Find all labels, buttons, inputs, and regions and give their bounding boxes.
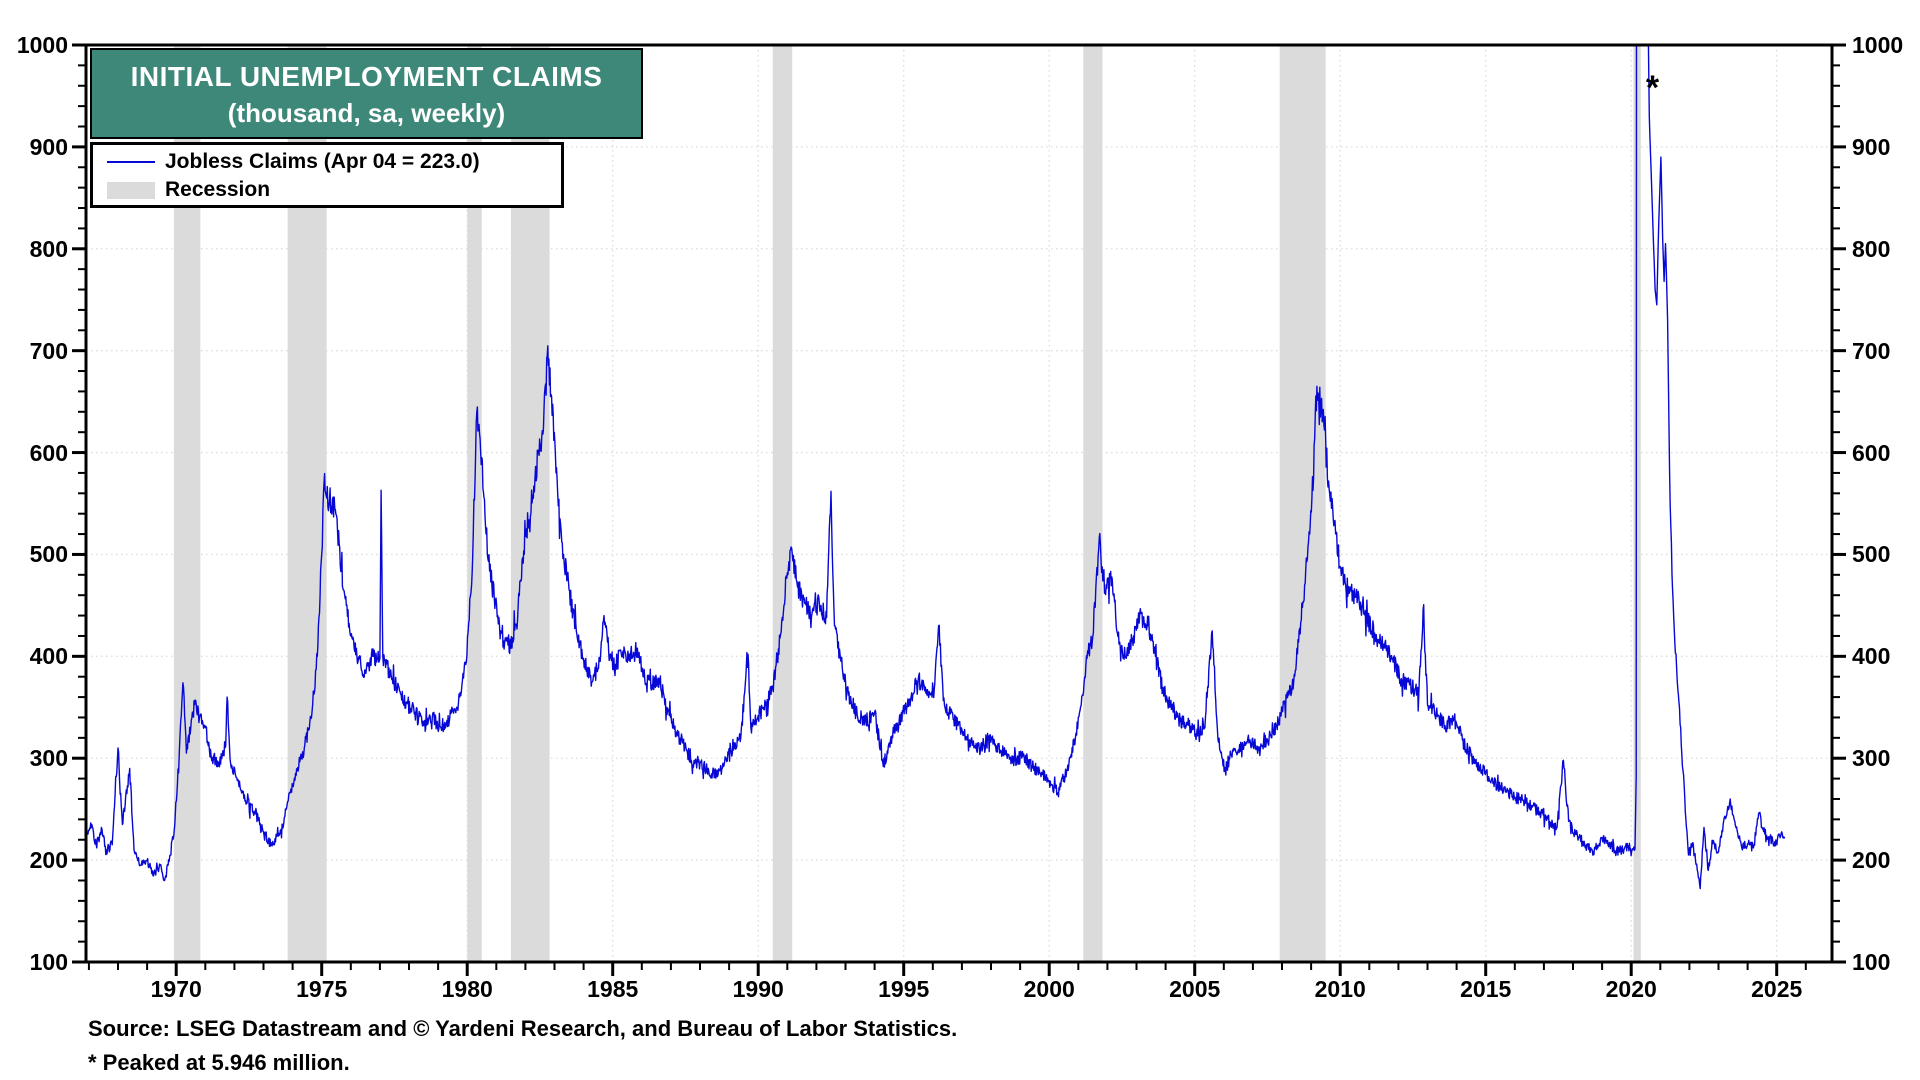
- y-axis-tick-label-right: 600: [1852, 439, 1891, 466]
- line-swatch-icon: [107, 161, 155, 163]
- y-axis-tick-label-left: 600: [29, 439, 68, 466]
- recession-band: [1083, 45, 1103, 962]
- y-axis-tick-label-left: 500: [29, 541, 68, 568]
- x-axis-tick-label: 2000: [1023, 976, 1075, 1002]
- footer: Source: LSEG Datastream and © Yardeni Re…: [88, 1012, 957, 1080]
- x-axis-tick-label: 1990: [732, 976, 784, 1002]
- y-axis-tick-label-left: 800: [29, 235, 68, 262]
- x-axis-tick-label: 2015: [1460, 976, 1512, 1002]
- recession-band: [1279, 45, 1326, 962]
- x-axis-tick-label: 2025: [1751, 976, 1803, 1002]
- x-axis-tick-label: 2020: [1605, 976, 1657, 1002]
- y-axis-tick-label-right: 300: [1852, 745, 1891, 772]
- x-axis-tick-label: 1970: [150, 976, 202, 1002]
- legend: Jobless Claims (Apr 04 = 223.0) Recessio…: [90, 142, 564, 208]
- plot-frame: [84, 43, 1834, 964]
- recession-swatch-icon: [107, 181, 155, 199]
- source-text: Source: LSEG Datastream and © Yardeni Re…: [88, 1016, 958, 1041]
- y-axis-tick-label-right: 500: [1852, 541, 1891, 568]
- y-axis-tick-label-right: 700: [1852, 337, 1891, 364]
- x-axis-tick-label: 1980: [441, 976, 493, 1002]
- x-axis-tick-label: 2010: [1314, 976, 1366, 1002]
- chart-title: INITIAL UNEMPLOYMENT CLAIMS: [130, 61, 603, 92]
- y-axis-tick-label-right: 200: [1852, 847, 1891, 874]
- legend-item-jobless-claims: Jobless Claims (Apr 04 = 223.0): [93, 148, 480, 176]
- y-axis-tick-label-left: 1000: [16, 32, 68, 58]
- y-axis-tick-label-left: 900: [29, 133, 68, 160]
- y-axis-tick-label-left: 300: [29, 745, 68, 772]
- recession-band: [772, 45, 793, 962]
- y-axis-tick-label-left: 400: [29, 643, 68, 670]
- chart-subtitle: (thousand, sa, weekly): [227, 98, 506, 128]
- y-axis-tick-label-right: 900: [1852, 133, 1891, 160]
- chart-title-box: INITIAL UNEMPLOYMENT CLAIMS (thousand, s…: [90, 48, 643, 139]
- peak-asterisk-annotation: *: [1645, 68, 1660, 107]
- y-axis-tick-label-left: 700: [29, 337, 68, 364]
- legend-item-recession: Recession: [93, 176, 270, 204]
- peak-note-text: * Peaked at 5.946 million.: [88, 1050, 350, 1075]
- x-axis-tick-label: 2005: [1169, 976, 1221, 1002]
- x-axis-tick-label: 1995: [878, 976, 930, 1002]
- recession-band: [1633, 45, 1641, 962]
- x-axis-tick-label: 1985: [587, 976, 639, 1002]
- legend-label: Jobless Claims (Apr 04 = 223.0): [165, 150, 480, 173]
- y-axis-tick-label-right: 800: [1852, 235, 1891, 262]
- y-axis-tick-label-left: 200: [29, 847, 68, 874]
- y-axis-tick-label-right: 400: [1852, 643, 1891, 670]
- jobless-claims-line: [86, 45, 1786, 890]
- y-axis-tick-label-right: 100: [1852, 949, 1891, 975]
- legend-label: Recession: [165, 178, 271, 201]
- y-axis-tick-label-left: 100: [29, 949, 68, 975]
- x-axis-tick-label: 1975: [296, 976, 348, 1002]
- y-axis-tick-label-right: 1000: [1852, 32, 1904, 58]
